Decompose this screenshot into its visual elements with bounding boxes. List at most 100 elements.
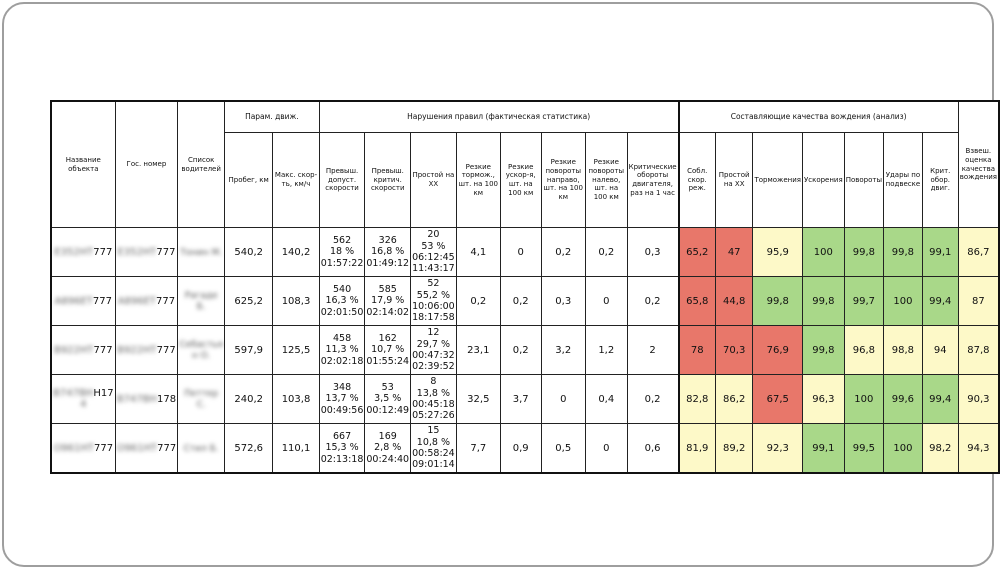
q-accel-cell: 96,3 xyxy=(801,374,845,424)
name-suffix: 777 xyxy=(93,246,113,258)
q-brake-cell: 99,8 xyxy=(752,276,803,326)
idle-line: 09:01:14 xyxy=(412,459,455,471)
q-rpm-value: 99,4 xyxy=(929,393,952,405)
header-drivers: Список водителей xyxy=(177,100,226,228)
q-idle-value: 86,2 xyxy=(723,393,746,405)
idle-line: 20 xyxy=(427,229,440,241)
header-turns-left: Резкие повороты налево, шт. на 100 км xyxy=(584,132,628,228)
plate-suffix: 777 xyxy=(157,442,177,454)
speed-over-line: 348 xyxy=(332,381,352,393)
turn-right-cell: 3,2 xyxy=(540,325,586,375)
q-bumps-value: 99,6 xyxy=(891,393,915,405)
score-value: 87,8 xyxy=(967,344,990,356)
idle-line: 18:17:58 xyxy=(412,312,455,324)
q-rpm-value: 94 xyxy=(933,344,947,356)
object-name-cell: В922НТ777 xyxy=(50,325,116,375)
header-group-violations: Нарушения правил (фактическая статистика… xyxy=(318,100,680,133)
accel-value: 0,2 xyxy=(512,295,529,307)
header-q-bumps: Удары по подвеске xyxy=(883,132,923,228)
q-idle-cell: 47 xyxy=(714,227,754,277)
q-accel-value: 99,1 xyxy=(812,442,835,454)
brake-cell: 32,5 xyxy=(455,374,501,424)
turn-right-value: 0,2 xyxy=(555,246,572,258)
q-rpm-cell: 98,2 xyxy=(921,423,959,474)
q-accel-cell: 100 xyxy=(801,227,845,277)
q-idle-value: 70,3 xyxy=(723,344,746,356)
accel-value: 3,7 xyxy=(512,393,529,405)
speed-crit-line: 00:12:49 xyxy=(366,404,410,416)
q-brake-cell: 92,3 xyxy=(752,423,803,474)
accel-value: 0,9 xyxy=(512,442,529,454)
q-speed-cell: 65,8 xyxy=(677,276,716,326)
driving-quality-report-table: Название объекта Гос. номер Список водит… xyxy=(50,100,1000,474)
accel-cell: 0,2 xyxy=(499,276,542,326)
speed-over-cell: 562 18 % 01:57:22 xyxy=(318,227,366,277)
idle-line: 11:43:17 xyxy=(412,263,455,275)
rpm-cell: 0,2 xyxy=(626,276,680,326)
mileage-cell: 240,2 xyxy=(224,374,274,424)
header-plate: Гос. номер xyxy=(114,100,179,228)
q-bumps-cell: 99,8 xyxy=(883,227,923,277)
speed-over-line: 458 xyxy=(332,332,352,344)
q-rpm-cell: 99,1 xyxy=(921,227,959,277)
q-bumps-value: 99,8 xyxy=(891,246,915,258)
q-brake-value: 92,3 xyxy=(766,442,789,454)
score-value: 86,7 xyxy=(967,246,990,258)
plate-suffix: 178 xyxy=(157,393,177,405)
plate-suffix: 777 xyxy=(156,246,176,258)
q-accel-value: 96,3 xyxy=(812,393,835,405)
plate-cell: А896ЕТ777 xyxy=(114,276,179,326)
turn-left-cell: 0,2 xyxy=(584,227,628,277)
max-speed-cell: 140,2 xyxy=(272,227,320,277)
turn-right-value: 0 xyxy=(560,393,567,405)
q-bumps-value: 100 xyxy=(893,442,913,454)
q-bumps-cell: 100 xyxy=(883,276,923,326)
driver-obscured: Рагаде Б. xyxy=(184,291,218,312)
score-cell: 94,3 xyxy=(957,423,1000,474)
brake-cell: 0,2 xyxy=(455,276,501,326)
q-brake-cell: 76,9 xyxy=(752,325,803,375)
q-turns-value: 99,7 xyxy=(852,295,875,307)
q-bumps-cell: 99,6 xyxy=(883,374,923,424)
brake-value: 0,2 xyxy=(470,295,487,307)
idle-cell: 8 13,8 % 00:45:18 05:27:26 xyxy=(410,374,457,424)
q-speed-value: 65,8 xyxy=(686,295,709,307)
name-obscured: В747ВН xyxy=(53,388,94,399)
q-accel-cell: 99,8 xyxy=(801,325,845,375)
q-turns-cell: 99,5 xyxy=(843,423,885,474)
max-speed-value: 125,5 xyxy=(281,344,311,356)
speed-crit-cell: 162 10,7 % 01:55:24 xyxy=(364,325,412,375)
q-bumps-cell: 100 xyxy=(883,423,923,474)
speed-crit-line: 02:14:02 xyxy=(366,306,410,318)
header-final-score: Взвеш. оценка качества вождения xyxy=(957,100,1000,228)
table-row: В922НТ777 В922НТ777 Себастья н О. 597,9 125,… xyxy=(50,325,1000,375)
speed-crit-line: 53 xyxy=(381,381,394,393)
header-speed-over: Превыш. допуст. скорости xyxy=(318,132,366,228)
turn-left-value: 0,2 xyxy=(598,246,615,258)
brake-value: 32,5 xyxy=(467,393,490,405)
idle-line: 15 xyxy=(427,425,440,437)
speed-crit-line: 2,8 % xyxy=(374,442,402,454)
mileage-cell: 572,6 xyxy=(224,423,274,474)
q-bumps-value: 98,8 xyxy=(891,344,915,356)
speed-crit-line: 3,5 % xyxy=(374,393,402,405)
accel-cell: 0,9 xyxy=(499,423,542,474)
header-idle: Простой на ХХ xyxy=(410,132,457,228)
speed-crit-line: 01:55:24 xyxy=(366,355,410,367)
turn-left-cell: 1,2 xyxy=(584,325,628,375)
speed-over-line: 18 % xyxy=(329,246,355,258)
plate-suffix: 777 xyxy=(156,295,176,307)
speed-over-line: 02:13:18 xyxy=(320,453,364,465)
speed-over-line: 562 xyxy=(332,234,352,246)
brake-cell: 4,1 xyxy=(455,227,501,277)
rpm-cell: 0,6 xyxy=(626,423,680,474)
name-obscured: В922НТ xyxy=(53,344,94,356)
accel-value: 0 xyxy=(517,246,524,258)
idle-cell: 12 29,7 % 00:47:32 02:39:52 xyxy=(410,325,457,375)
max-speed-value: 103,8 xyxy=(281,393,311,405)
score-value: 90,3 xyxy=(967,393,990,405)
mileage-value: 597,9 xyxy=(234,344,263,356)
q-rpm-cell: 94 xyxy=(921,325,959,375)
q-rpm-value: 99,1 xyxy=(929,246,952,258)
q-speed-cell: 81,9 xyxy=(677,423,716,474)
